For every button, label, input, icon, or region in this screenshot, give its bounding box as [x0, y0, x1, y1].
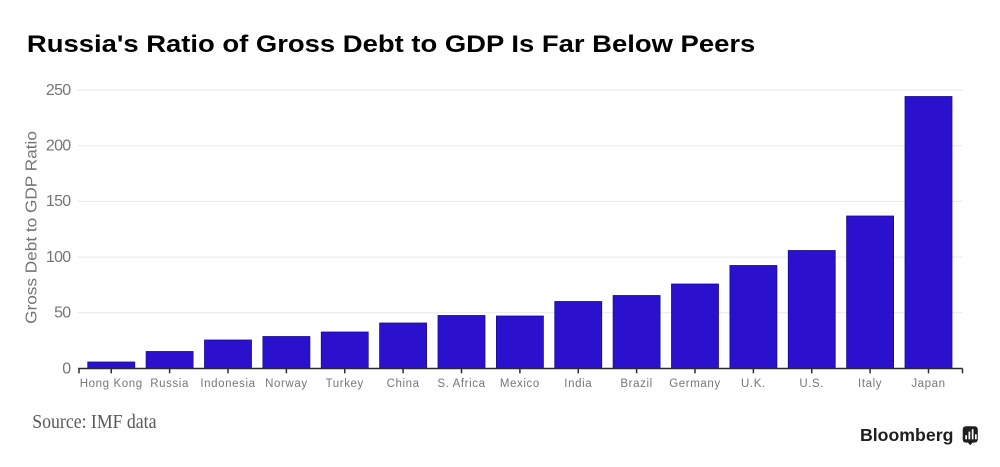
- svg-text:Mexico: Mexico: [500, 378, 540, 390]
- svg-text:250: 250: [46, 82, 71, 99]
- svg-text:Norway: Norway: [265, 378, 308, 390]
- svg-text:Germany: Germany: [669, 378, 721, 390]
- svg-text:China: China: [387, 378, 420, 390]
- svg-text:Russia: Russia: [150, 378, 189, 390]
- svg-text:Turkey: Turkey: [326, 378, 364, 390]
- svg-text:Russia's Ratio of Gross Debt t: Russia's Ratio of Gross Debt to GDP Is F…: [27, 32, 755, 58]
- svg-text:Indonesia: Indonesia: [200, 378, 255, 390]
- svg-text:50: 50: [54, 305, 71, 322]
- svg-text:U.S.: U.S.: [799, 378, 824, 390]
- svg-text:U.K.: U.K.: [741, 378, 766, 390]
- svg-text:Source: IMF data: Source: IMF data: [32, 411, 157, 433]
- svg-text:Brazil: Brazil: [620, 378, 652, 390]
- svg-text:Bloomberg: Bloomberg: [860, 425, 953, 445]
- svg-text:S. Africa: S. Africa: [437, 378, 485, 390]
- svg-text:Italy: Italy: [858, 378, 882, 390]
- svg-text:200: 200: [46, 138, 71, 155]
- svg-text:150: 150: [46, 193, 71, 210]
- svg-text:0: 0: [62, 360, 71, 377]
- svg-text:India: India: [564, 378, 592, 390]
- svg-text:Gross Debt to GDP Ratio: Gross Debt to GDP Ratio: [22, 131, 40, 324]
- svg-text:Hong Kong: Hong Kong: [80, 378, 143, 390]
- svg-text:Japan: Japan: [911, 378, 945, 390]
- svg-text:100: 100: [46, 249, 71, 266]
